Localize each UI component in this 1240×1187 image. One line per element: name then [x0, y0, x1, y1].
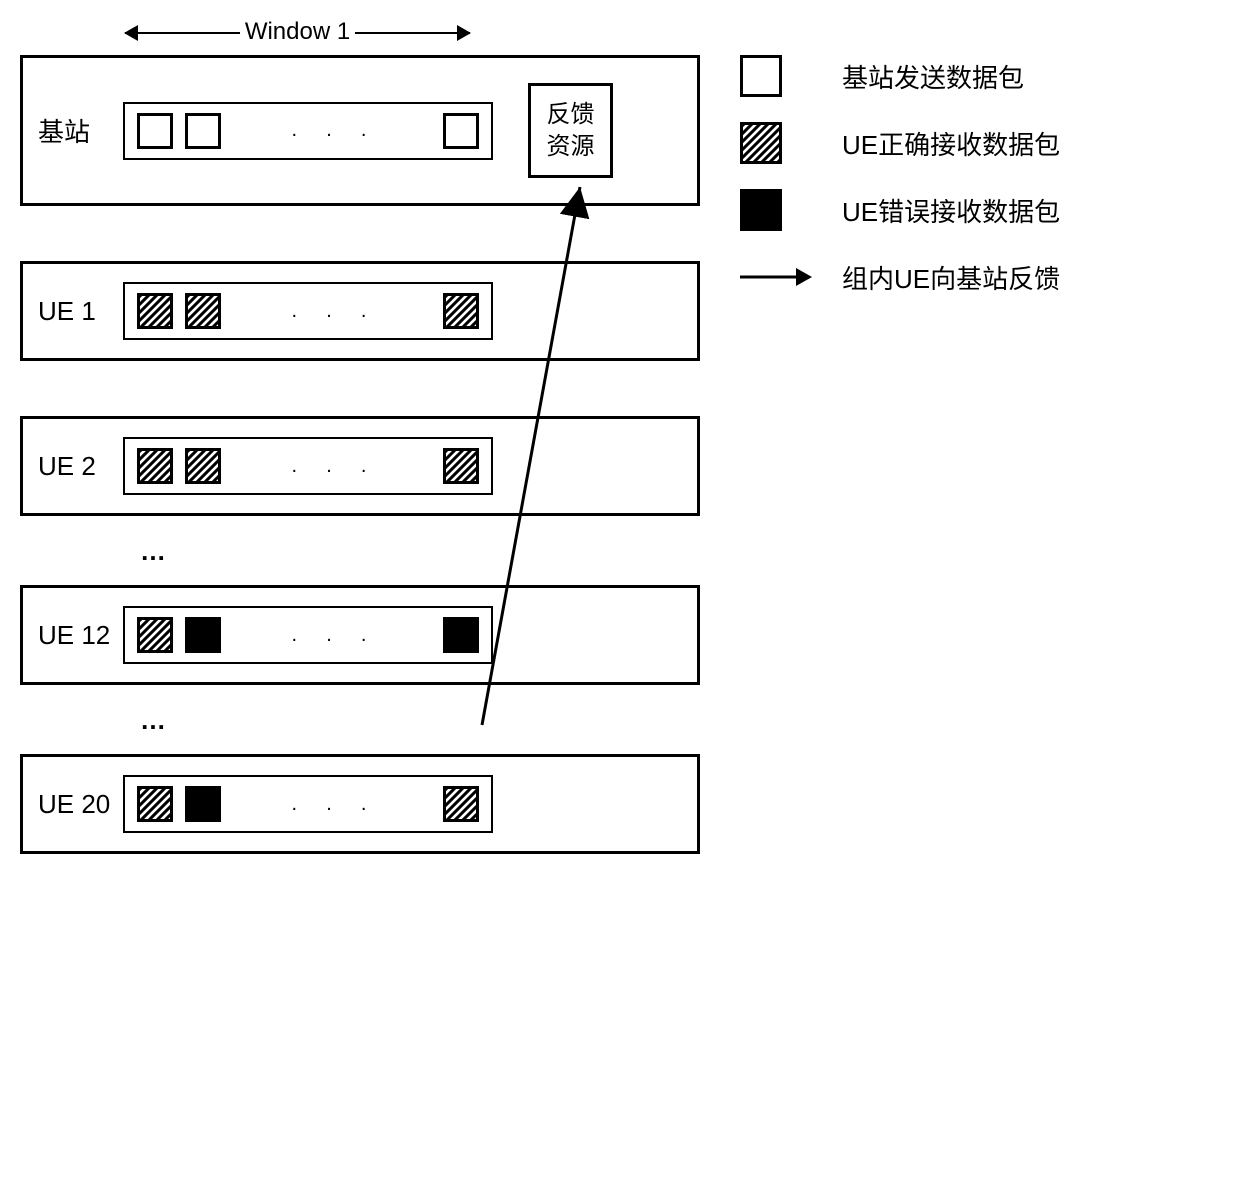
- arrow-left-line: [125, 32, 240, 34]
- legend-symbol-hatched: [740, 122, 782, 164]
- packet-box: [443, 448, 479, 484]
- row-ellipsis: …: [140, 705, 700, 736]
- legend-row-hatched: UE正确接收数据包: [740, 122, 1200, 164]
- ellipsis: . . .: [233, 300, 431, 323]
- legend-label: UE正确接收数据包: [842, 125, 1060, 162]
- packet-box: [137, 293, 173, 329]
- window-span: Window 1: [125, 20, 470, 50]
- ellipsis: . . .: [233, 624, 431, 647]
- packet-box: [185, 293, 221, 329]
- row-ue1: UE 1 . . .: [20, 261, 700, 361]
- legend-row-empty: 基站发送数据包: [740, 55, 1200, 97]
- legend-label: UE错误接收数据包: [842, 192, 1060, 229]
- legend-symbol-empty: [740, 55, 782, 97]
- arrow-right-line: [355, 32, 470, 34]
- row-ue20: UE 20 . . .: [20, 754, 700, 854]
- packet-box: [443, 617, 479, 653]
- packet-box: [185, 448, 221, 484]
- ellipsis: . . .: [233, 119, 431, 142]
- ellipsis: . . .: [233, 793, 431, 816]
- legend-symbol-solid: [740, 189, 782, 231]
- row-ue12: UE 12 . . .: [20, 585, 700, 685]
- packet-track: . . .: [123, 606, 493, 664]
- packet-track: . . .: [123, 282, 493, 340]
- main-column: 基站 . . . 反馈 资源 UE 1 . . . UE 2: [20, 55, 700, 854]
- packet-box: [137, 617, 173, 653]
- packet-box: [137, 448, 173, 484]
- packet-track: . . .: [123, 775, 493, 833]
- packet-box: [443, 786, 479, 822]
- legend: 基站发送数据包 UE正确接收数据包 UE错误接收数据包 组内UE向基站反馈: [740, 55, 1200, 323]
- feedback-resource-box: 反馈 资源: [528, 83, 613, 178]
- legend-row-solid: UE错误接收数据包: [740, 189, 1200, 231]
- arrow-right-head: [457, 25, 471, 41]
- legend-symbol-arrow: [740, 256, 810, 298]
- packet-box: [185, 617, 221, 653]
- row-label: 基站: [38, 112, 113, 149]
- legend-label: 组内UE向基站反馈: [842, 259, 1060, 296]
- row-label: UE 2: [38, 451, 113, 482]
- packet-box: [137, 113, 173, 149]
- packet-box: [443, 293, 479, 329]
- row-ellipsis: …: [140, 536, 700, 567]
- row-label: UE 12: [38, 620, 113, 651]
- legend-row-arrow: 组内UE向基站反馈: [740, 256, 1200, 298]
- packet-box: [185, 113, 221, 149]
- ellipsis: . . .: [233, 455, 431, 478]
- legend-label: 基站发送数据包: [842, 58, 1024, 95]
- row-ue2: UE 2 . . .: [20, 416, 700, 516]
- row-label: UE 20: [38, 789, 113, 820]
- window-label: Window 1: [245, 18, 350, 46]
- row-label: UE 1: [38, 296, 113, 327]
- row-base-station: 基站 . . . 反馈 资源: [20, 55, 700, 206]
- packet-box: [443, 113, 479, 149]
- packet-track: . . .: [123, 437, 493, 495]
- packet-box: [185, 786, 221, 822]
- packet-box: [137, 786, 173, 822]
- packet-track: . . .: [123, 102, 493, 160]
